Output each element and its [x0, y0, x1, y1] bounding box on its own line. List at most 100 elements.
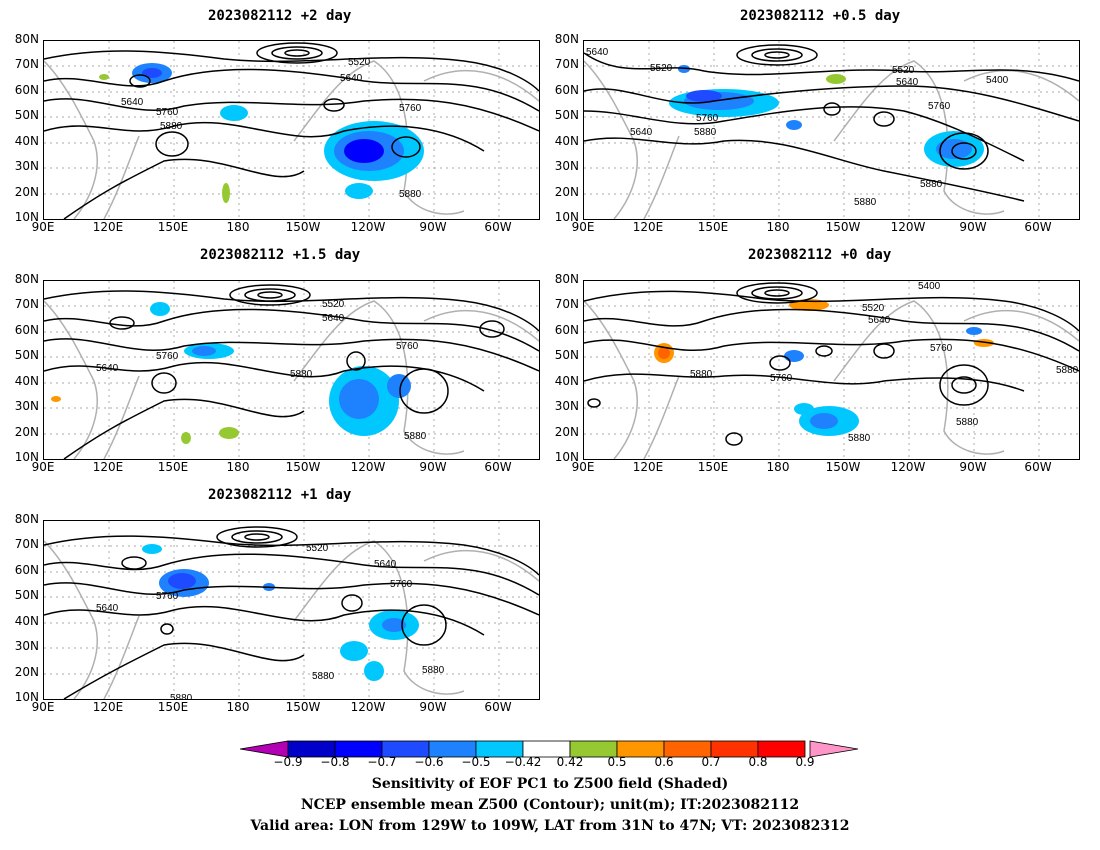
map-canvas: 5520 5640 5640 5760 5760 5880 5880 — [44, 41, 539, 219]
lat-tick-label: 70N — [14, 537, 39, 551]
contour-label: 5640 — [96, 363, 119, 374]
lat-tick-label: 40N — [14, 134, 39, 148]
colorbar-tick-label: −0.8 — [320, 755, 350, 769]
lat-tick-label: 10N — [554, 450, 579, 464]
contour-labels: 5400 5520 5640 5760 5760 5880 5880 5880 … — [690, 281, 1079, 444]
colorbar — [240, 740, 859, 758]
lat-tick-label: 80N — [14, 512, 39, 526]
lon-tick-label: 150E — [157, 460, 189, 474]
lon-tick-label: 180 — [226, 220, 250, 234]
contour-label: 5880 — [848, 433, 871, 444]
contour-label: 5640 — [374, 559, 397, 570]
lat-tick-label: 30N — [554, 399, 579, 413]
lon-tick-label: 120E — [92, 220, 124, 234]
colorbar-tick-label: −0.7 — [367, 755, 397, 769]
lon-tick-label: 90E — [571, 460, 595, 474]
contour-label: 5640 — [121, 97, 144, 108]
z500-contours — [44, 42, 539, 219]
lat-tick-label: 80N — [14, 32, 39, 46]
contour-label: 5760 — [156, 351, 179, 362]
map-panel: 5520 5640 5640 5760 5760 5880 5880 — [43, 40, 540, 220]
contour-label: 5520 — [306, 543, 329, 554]
lon-tick-label: 90W — [419, 220, 447, 234]
lon-tick-label: 60W — [484, 700, 512, 714]
map-canvas: 5400 5520 5640 5760 5760 5880 5880 5880 … — [584, 281, 1079, 459]
lon-tick-label: 60W — [1024, 220, 1052, 234]
lat-tick-label: 40N — [14, 614, 39, 628]
lat-tick-label: 20N — [14, 185, 39, 199]
contour-label: 5880 — [312, 671, 335, 682]
panel-title: 2023082112 +2 day — [208, 8, 352, 24]
contour-label: 5760 — [390, 579, 413, 590]
contour-label: 5760 — [930, 343, 953, 354]
contour-label: 5520 — [348, 57, 371, 68]
lat-tick-label: 60N — [14, 83, 39, 97]
colorbar-tick-label: 0.6 — [654, 755, 674, 769]
lon-tick-label: 120W — [890, 460, 926, 474]
coastlines — [584, 300, 1079, 459]
lat-tick-label: 10N — [14, 450, 39, 464]
contour-label: 5640 — [868, 315, 891, 326]
lat-tick-label: 50N — [14, 348, 39, 362]
lat-tick-label: 30N — [14, 639, 39, 653]
lon-tick-label: 120W — [350, 700, 386, 714]
panel-title: 2023082112 +1 day — [208, 487, 352, 503]
lon-tick-label: 150E — [157, 220, 189, 234]
z500-contours — [44, 284, 539, 459]
contour-label: 5760 — [770, 373, 793, 384]
map-canvas: 5640 5520 5520 5640 5400 5760 5760 5640 … — [584, 41, 1079, 219]
caption-line-1: Sensitivity of EOF PC1 to Z500 field (Sh… — [371, 776, 729, 792]
caption-line-2: NCEP ensemble mean Z500 (Contour); unit(… — [300, 797, 800, 813]
lon-tick-label: 120W — [890, 220, 926, 234]
sensitivity-shading — [142, 544, 419, 681]
colorbar-tick-label: −0.9 — [273, 755, 303, 769]
map-panel: 5520 5640 5640 5760 5760 5880 5880 5880 — [43, 520, 540, 700]
lon-tick-label: 150W — [285, 700, 321, 714]
contour-label: 5760 — [396, 341, 419, 352]
contour-label: 5880 — [399, 189, 422, 200]
lon-tick-label: 90W — [959, 220, 987, 234]
lon-tick-label: 120W — [350, 460, 386, 474]
map-panel: 5520 5640 5640 5760 5760 5880 5880 — [43, 280, 540, 460]
lat-tick-label: 60N — [554, 83, 579, 97]
lon-tick-label: 60W — [484, 220, 512, 234]
lon-tick-label: 90E — [31, 700, 55, 714]
contour-label: 5640 — [96, 603, 119, 614]
lat-tick-label: 20N — [554, 185, 579, 199]
sensitivity-shading — [654, 299, 994, 436]
lon-tick-label: 150W — [285, 220, 321, 234]
coastlines — [44, 60, 539, 219]
sensitivity-shading — [99, 63, 424, 203]
lon-tick-label: 180 — [766, 460, 790, 474]
contour-label: 5400 — [986, 75, 1009, 86]
lat-tick-label: 50N — [14, 108, 39, 122]
colorbar-tick-label: 0.5 — [607, 755, 627, 769]
lon-tick-label: 150E — [157, 700, 189, 714]
lon-tick-label: 150E — [697, 220, 729, 234]
lon-tick-label: 150E — [697, 460, 729, 474]
lat-tick-label: 40N — [14, 374, 39, 388]
contour-label: 5520 — [862, 303, 885, 314]
lat-tick-label: 70N — [14, 57, 39, 71]
contour-label: 5880 — [690, 369, 713, 380]
lat-tick-label: 20N — [554, 425, 579, 439]
lon-tick-label: 120W — [350, 220, 386, 234]
contour-label: 5760 — [156, 591, 179, 602]
contour-label: 5880 — [160, 121, 183, 132]
map-panel: 5400 5520 5640 5760 5760 5880 5880 5880 … — [583, 280, 1080, 460]
colorbar-over-triangle — [809, 740, 859, 758]
colorbar-box — [757, 740, 806, 758]
map-canvas: 5520 5640 5640 5760 5760 5880 5880 — [44, 281, 539, 459]
lon-tick-label: 60W — [1024, 460, 1052, 474]
contour-label: 5880 — [920, 179, 943, 190]
contour-label: 5880 — [404, 431, 427, 442]
lat-tick-label: 50N — [554, 108, 579, 122]
contour-label: 5880 — [422, 665, 445, 676]
contour-label: 5880 — [956, 417, 979, 428]
lon-tick-label: 150W — [825, 220, 861, 234]
contour-label: 5880 — [170, 693, 193, 699]
lon-tick-label: 90W — [419, 460, 447, 474]
lat-tick-label: 80N — [554, 272, 579, 286]
lon-tick-label: 90E — [31, 460, 55, 474]
lon-tick-label: 90W — [959, 460, 987, 474]
